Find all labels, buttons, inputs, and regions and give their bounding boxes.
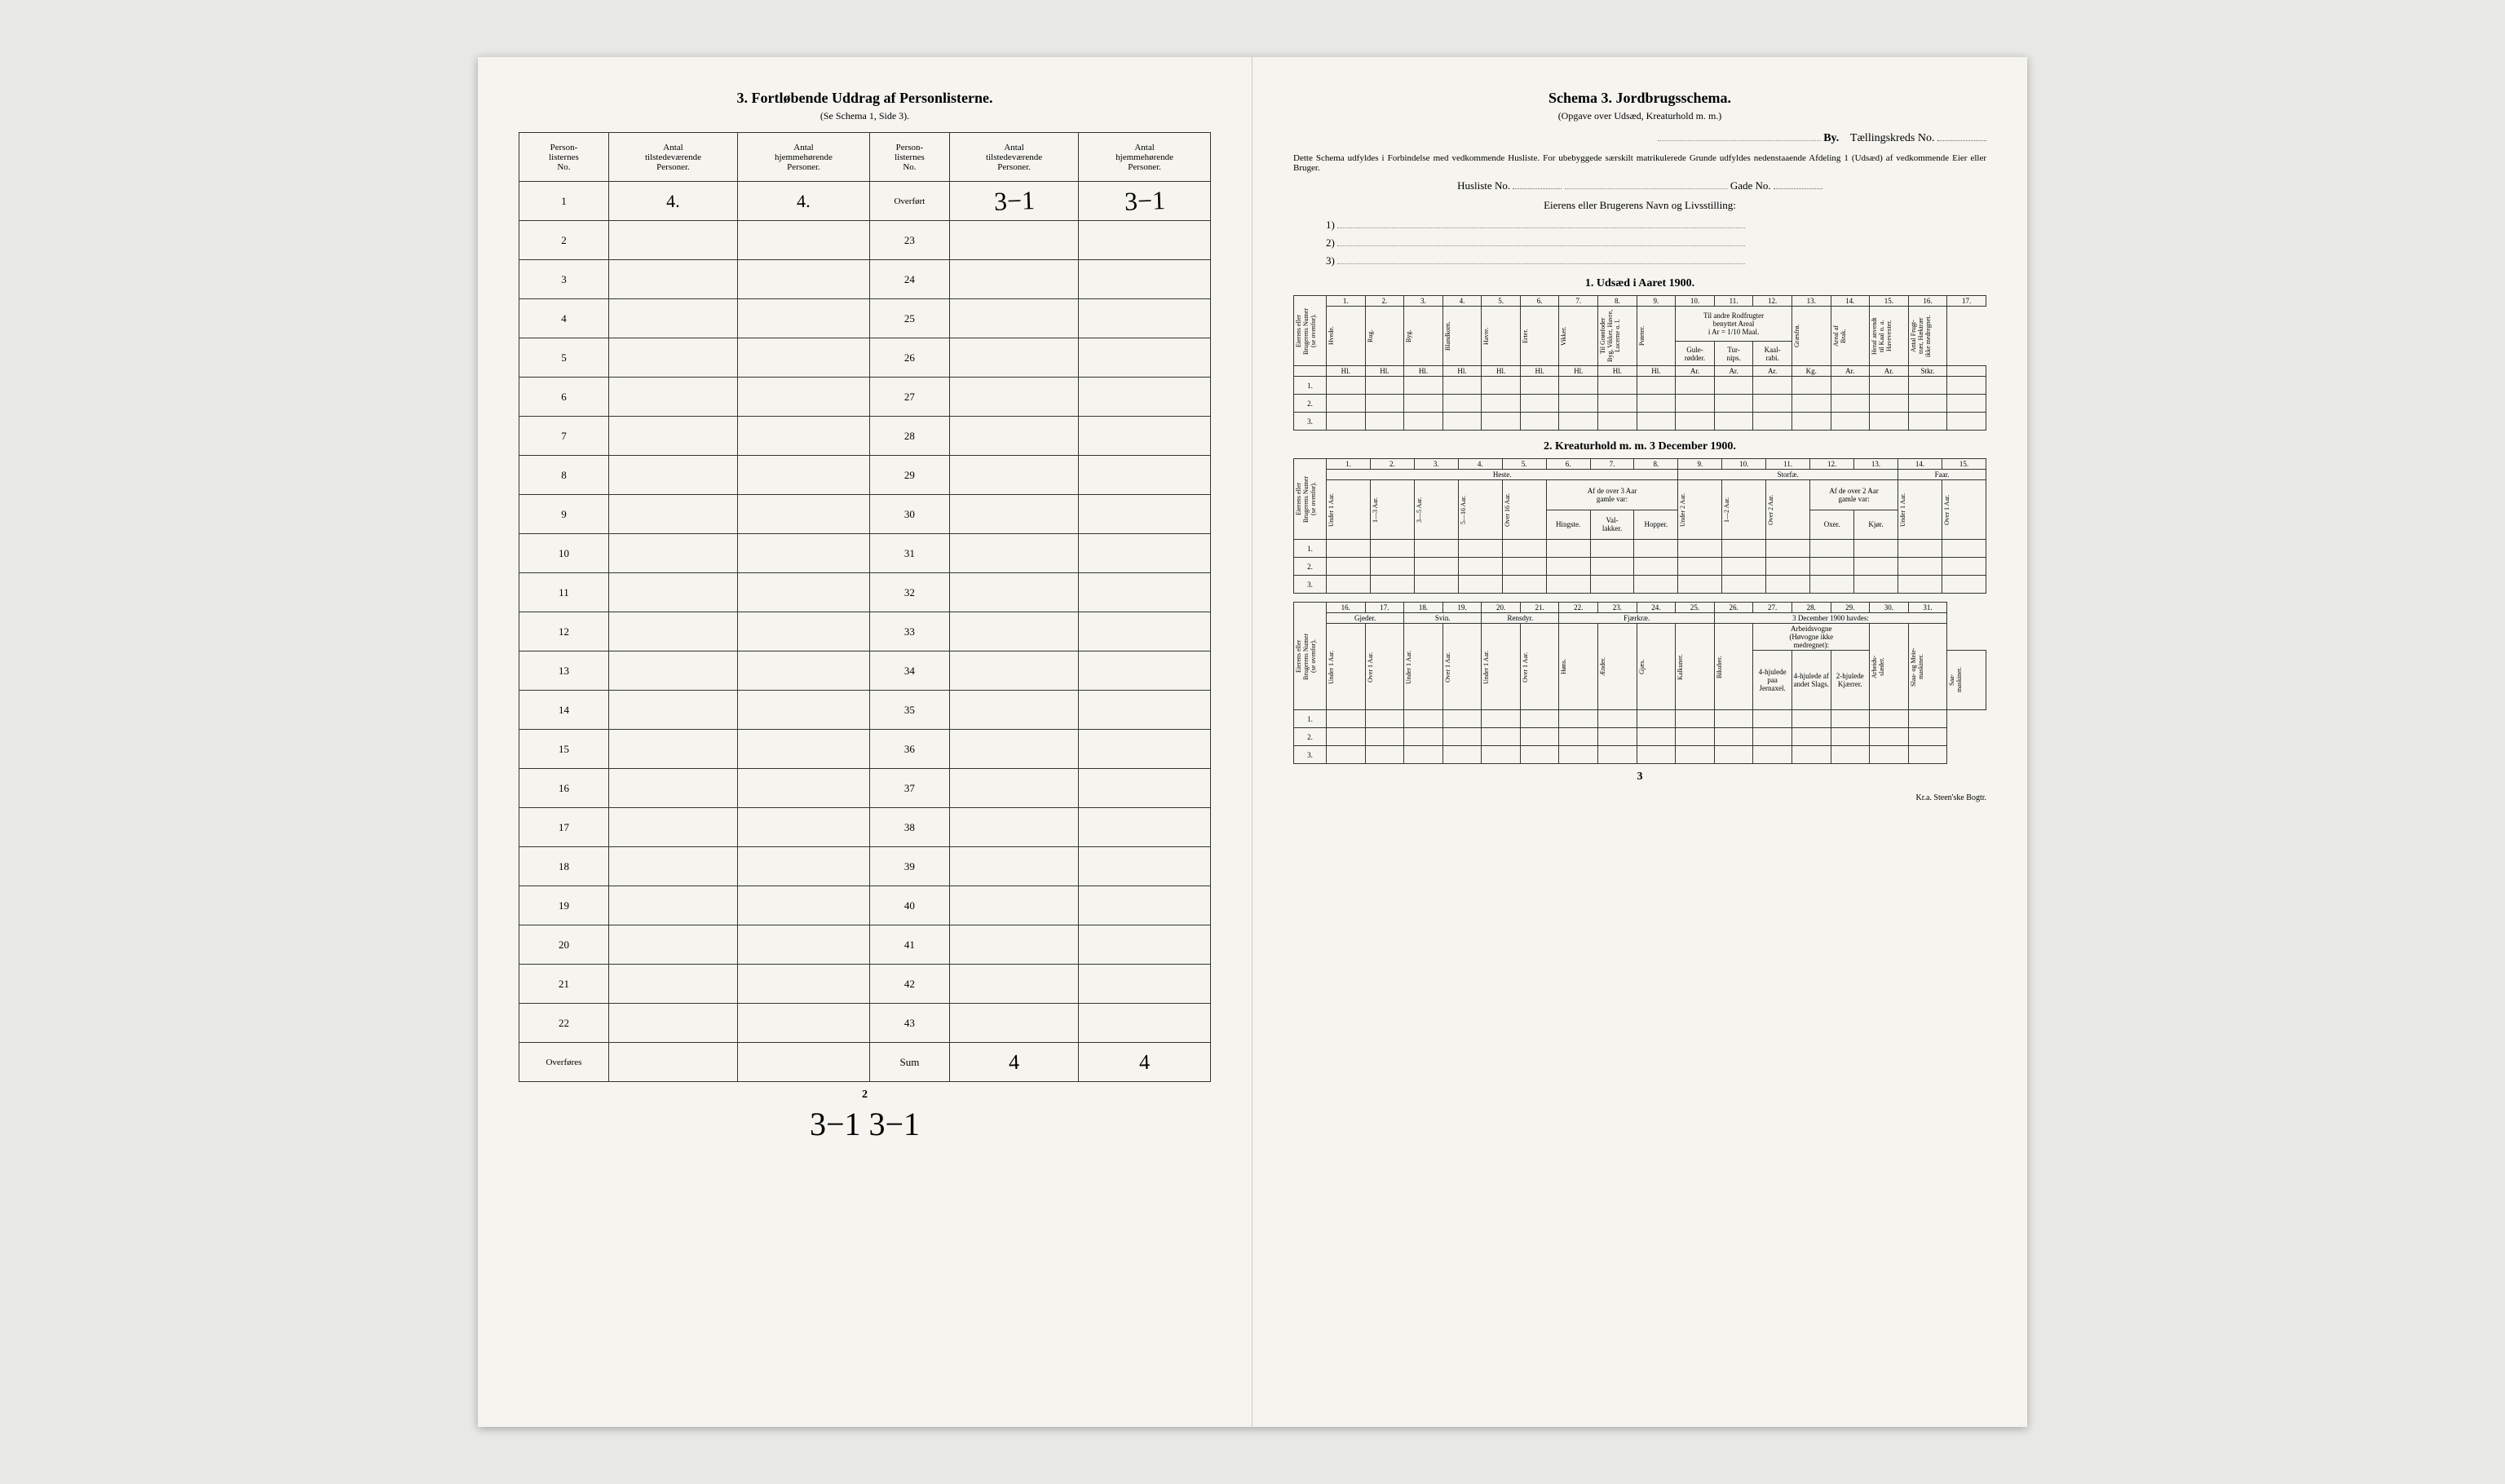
gade-label: Gade No. [1730, 179, 1771, 192]
table-row: 2. [1294, 728, 1986, 746]
kreds-label: Tællingskreds No. [1850, 132, 1934, 144]
table-row: 2. [1294, 395, 1986, 413]
table-row: 1536 [519, 730, 1211, 769]
table-row: 1839 [519, 847, 1211, 886]
table-row: 1940 [519, 886, 1211, 925]
numbered-line: 3) [1326, 254, 1986, 267]
table-row: 3. [1294, 576, 1986, 594]
table-row: 627 [519, 378, 1211, 417]
table-row: 1334 [519, 651, 1211, 691]
left-column-header: Person-listernesNo. [519, 133, 609, 182]
right-title: Schema 3. Jordbrugsschema. [1293, 90, 1986, 107]
by-label: By. [1823, 132, 1839, 144]
owner-heading: Eierens eller Brugerens Navn og Livsstil… [1293, 199, 1986, 212]
left-subtitle: (Se Schema 1, Side 3). [519, 110, 1211, 122]
section2-title: 2. Kreaturhold m. m. 3 December 1900. [1293, 440, 1986, 453]
table-row: 829 [519, 456, 1211, 495]
bottom-handwriting: 3−1 3−1 [519, 1105, 1211, 1143]
right-page-number: 3 [1293, 771, 1986, 784]
table-row: 3. [1294, 413, 1986, 431]
left-column-header: AntaltilstedeværendePersoner. [949, 133, 1078, 182]
table-row: 728 [519, 417, 1211, 456]
printer-credit: Kr.a. Steen'ske Bogtr. [1293, 793, 1986, 802]
table-row: 1. [1294, 710, 1986, 728]
table-row: 1. [1294, 377, 1986, 395]
table-row: 223 [519, 221, 1211, 260]
by-kreds-line: By. Tællingskreds No. [1293, 132, 1986, 145]
table-row: 1435 [519, 691, 1211, 730]
numbered-lines: 1) 2) 3) [1326, 219, 1986, 267]
section1-title: 1. Udsæd i Aaret 1900. [1293, 277, 1986, 290]
left-title: 3. Fortløbende Uddrag af Personlisterne. [519, 90, 1211, 107]
right-subtitle: (Opgave over Udsæd, Kreaturhold m. m.) [1293, 110, 1986, 122]
table-row: 2142 [519, 965, 1211, 1004]
table-row: 14.4.Overført3−13−1 [519, 182, 1211, 221]
left-page-number: 2 [519, 1089, 1211, 1102]
table-row: 930 [519, 495, 1211, 534]
kreatur-table-a: Eierens ellerBrugerens Numer(se ovenfor)… [1293, 458, 1986, 594]
table-row: 1. [1294, 540, 1986, 558]
table-footer-row: OverføresSum44 [519, 1043, 1211, 1082]
left-column-header: AntalhjemmehørendePersoner. [738, 133, 870, 182]
udsaed-table: Eierens ellerBrugerens Numer(se ovenfor)… [1293, 295, 1986, 431]
husliste-line: Husliste No. Gade No. [1293, 179, 1986, 192]
table-row: 1233 [519, 612, 1211, 651]
book-spread: 3. Fortløbende Uddrag af Personlisterne.… [478, 57, 2027, 1427]
left-table: Person-listernesNo.AntaltilstedeværendeP… [519, 132, 1211, 1082]
numbered-line: 1) [1326, 219, 1986, 232]
table-row: 2. [1294, 558, 1986, 576]
table-row: 2243 [519, 1004, 1211, 1043]
husliste-label: Husliste No. [1457, 179, 1510, 192]
table-row: 1132 [519, 573, 1211, 612]
table-row: 526 [519, 338, 1211, 378]
table-row: 2041 [519, 925, 1211, 965]
table-row: 1637 [519, 769, 1211, 808]
table-row: 3. [1294, 746, 1986, 764]
table-row: 1738 [519, 808, 1211, 847]
left-page: 3. Fortløbende Uddrag af Personlisterne.… [478, 57, 1252, 1427]
left-column-header: AntalhjemmehørendePersoner. [1079, 133, 1211, 182]
table-row: 324 [519, 260, 1211, 299]
table-row: 425 [519, 299, 1211, 338]
table-row: 1031 [519, 534, 1211, 573]
left-column-header: Person-listernesNo. [869, 133, 949, 182]
intro-paragraph: Dette Schema udfyldes i Forbindelse med … [1293, 153, 1986, 173]
kreatur-table-b: Eierens ellerBrugerens Numer(se ovenfor)… [1293, 602, 1986, 764]
right-page: Schema 3. Jordbrugsschema. (Opgave over … [1252, 57, 2027, 1427]
numbered-line: 2) [1326, 236, 1986, 250]
left-column-header: AntaltilstedeværendePersoner. [608, 133, 737, 182]
